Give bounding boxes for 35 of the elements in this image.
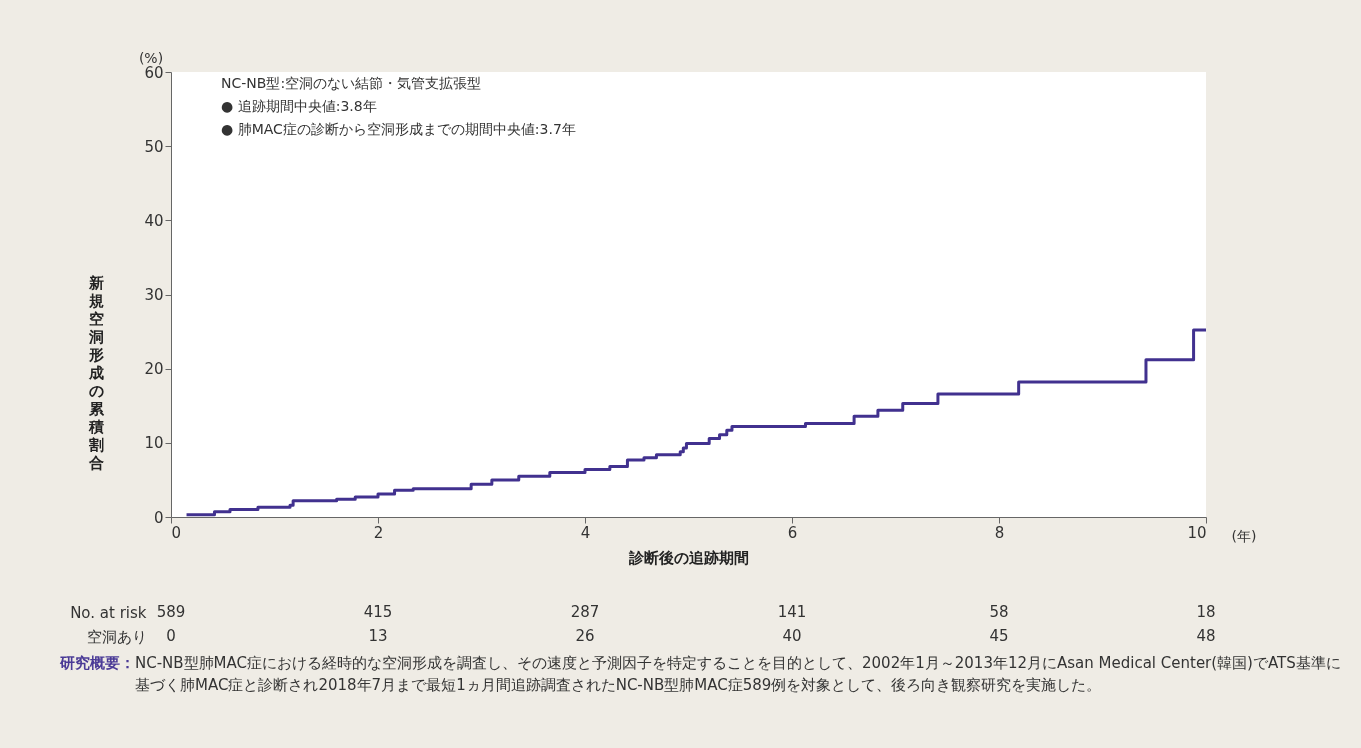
text: 18 — [1196, 603, 1216, 621]
y-tick-label: 10 — [144, 434, 164, 453]
text: 13 — [368, 627, 388, 645]
text: 0 — [166, 627, 176, 645]
x-axis-title: 診断後の追跡期間 — [628, 548, 749, 567]
text: (%) — [138, 50, 164, 66]
y-tick-label: 40 — [144, 211, 164, 230]
x-tick-label: 0 — [171, 523, 182, 542]
text: 45 — [989, 627, 1009, 645]
text: (年) — [1231, 528, 1257, 544]
y-tick-label: 50 — [144, 137, 164, 156]
x-tick-label: 2 — [373, 523, 384, 542]
text: 48 — [1196, 627, 1216, 645]
text: 287 — [570, 603, 600, 621]
text: 141 — [777, 603, 807, 621]
text: 58 — [989, 603, 1009, 621]
text: 空洞あり — [86, 627, 147, 646]
x-tick-label: 10 — [1187, 523, 1207, 542]
annotation: ● 追跡期間中央値:3.8年 — [221, 98, 377, 114]
y-tick-label: 0 — [153, 508, 164, 527]
text: 589 — [156, 603, 186, 621]
annotation: ● 肺MAC症の診断から空洞形成までの期間中央値:3.7年 — [221, 121, 576, 137]
y-tick-label: 20 — [144, 360, 164, 379]
x-tick-label: 8 — [994, 523, 1005, 542]
text: No. at risk — [70, 603, 147, 622]
annotation: NC-NB型:空洞のない結節・気管支拡張型 — [221, 75, 482, 91]
text: 40 — [782, 627, 802, 645]
text: 26 — [575, 627, 595, 645]
text: 研究概要： — [60, 653, 135, 674]
x-tick-label: 4 — [580, 523, 591, 542]
x-tick-label: 6 — [787, 523, 798, 542]
text: 415 — [363, 603, 393, 621]
text: 新規空洞形成の累積割合 — [89, 273, 104, 472]
y-tick-label: 30 — [144, 286, 164, 304]
text: NC-NB型肺MAC症における経時的な空洞形成を調査し、その速度と予測因子を特定することを目的として、2002年1月～2013年12月にAsan Medical Center(韓国)でATS基準に基づく肺MAC症と診断され2018年7月まで最短1ヵ月間追跡調査されたNC-NB型肺MAC症589例を対象として、後ろ向き観察研究を実施した。 — [135, 653, 1342, 696]
